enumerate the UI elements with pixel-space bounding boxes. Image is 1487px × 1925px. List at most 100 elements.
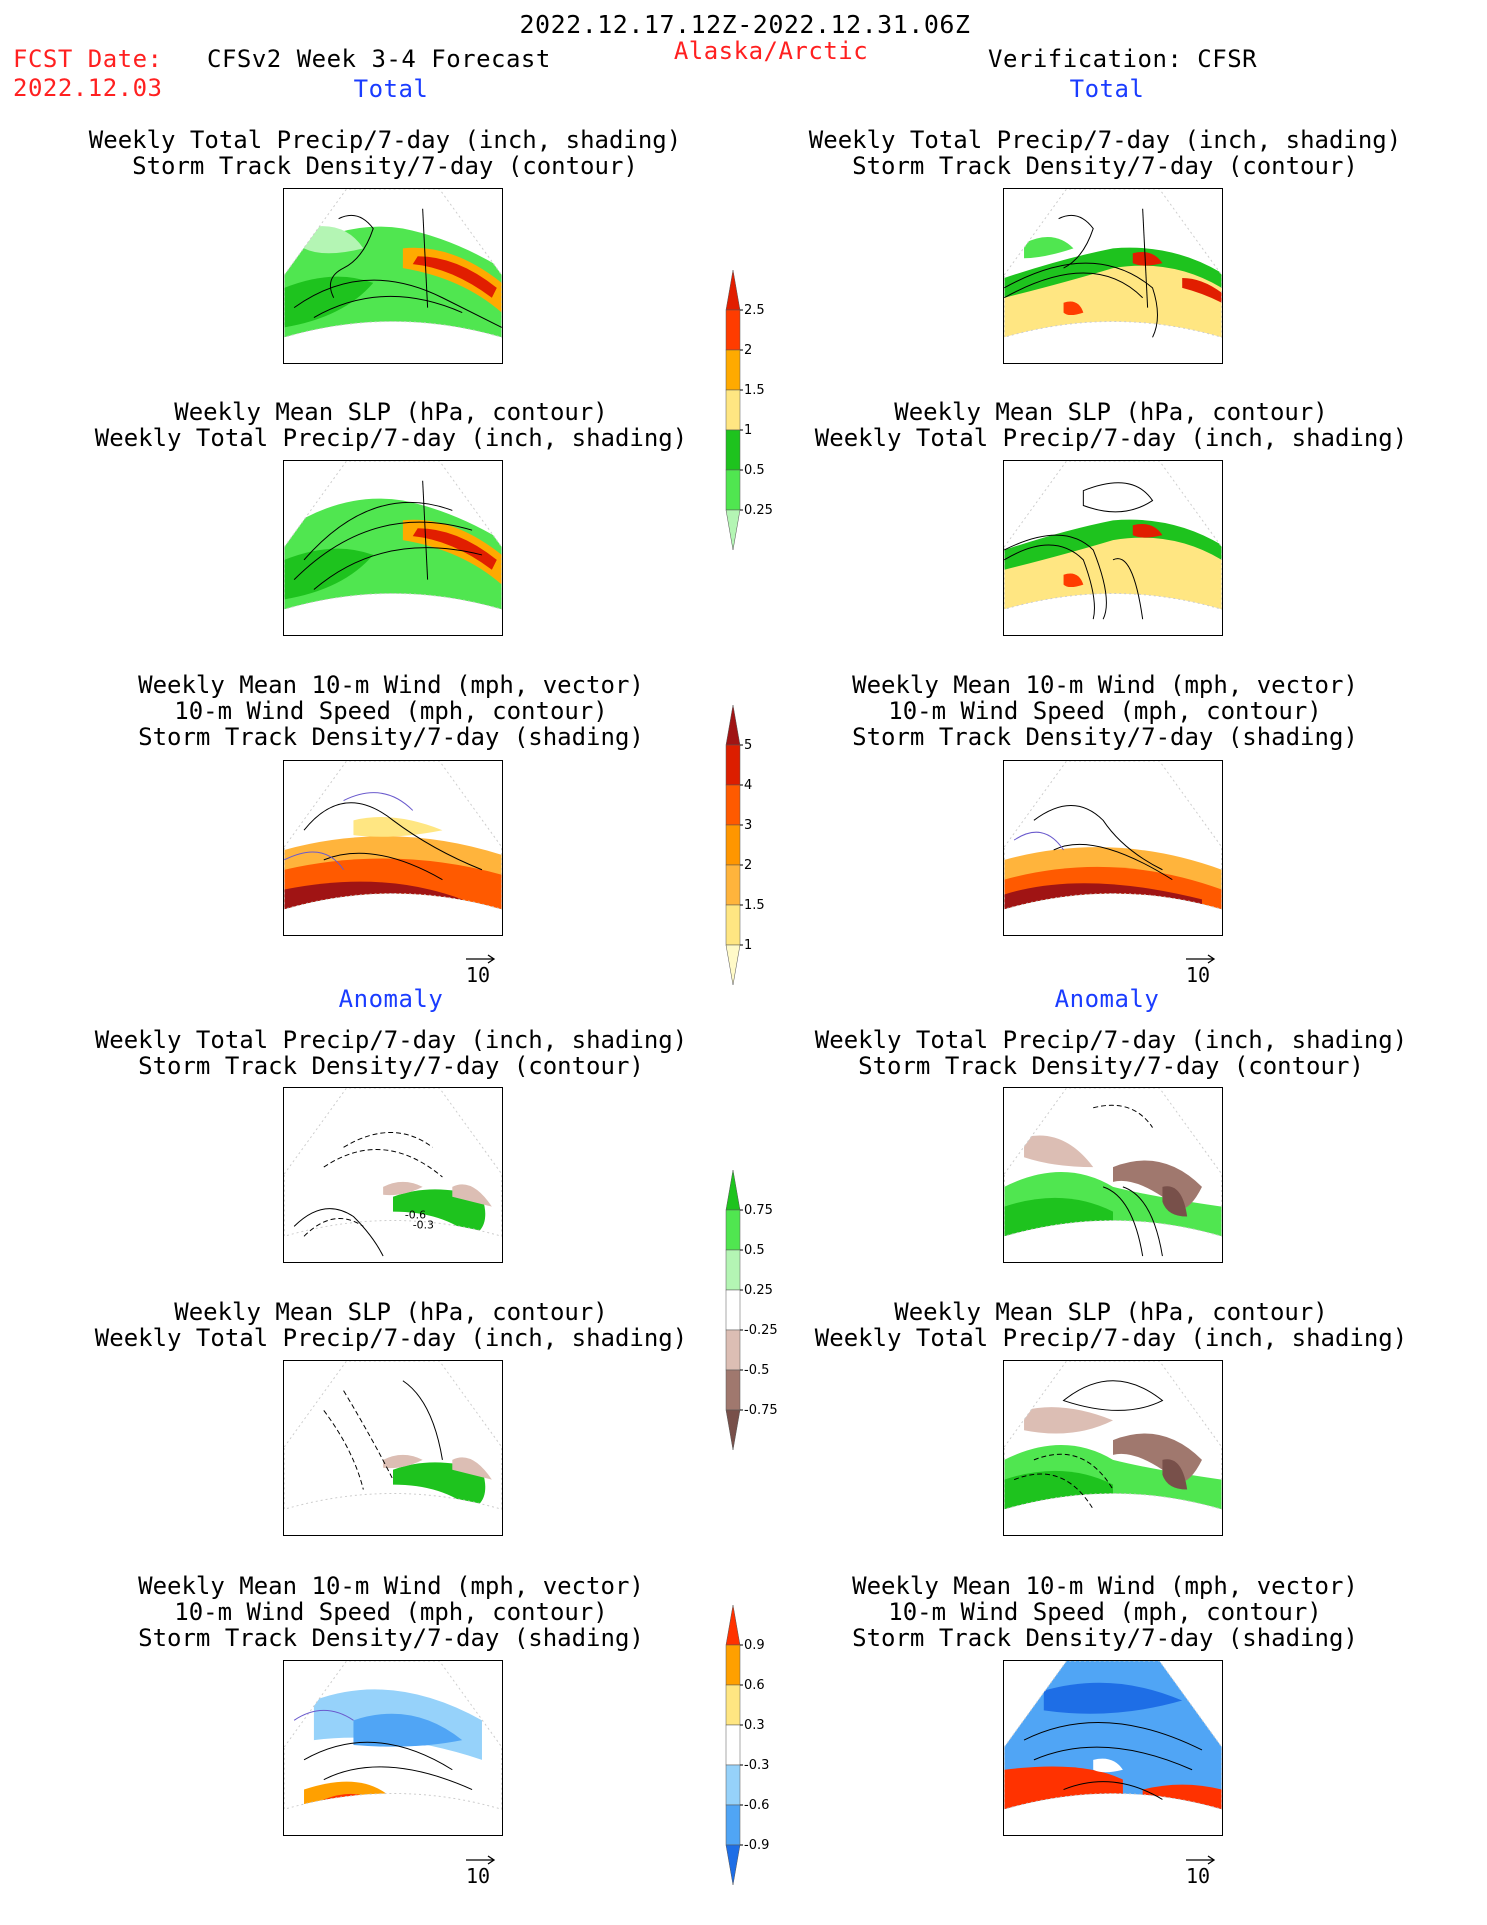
colorbar-swatch <box>725 784 741 826</box>
colorbar-swatch <box>725 429 741 471</box>
colorbar-storm-anomaly: 0.9 0.6 0.3 -0.3 -0.6 -0.9 <box>722 1604 782 1899</box>
title-line: Weekly Mean SLP (hPa, contour) <box>894 398 1328 426</box>
colorbar-swatch <box>725 1249 741 1291</box>
colorbar-tick-label: 2 <box>744 858 752 873</box>
colorbar-swatch <box>725 389 741 431</box>
title-line: Storm Track Density/7-day (shading) <box>852 1624 1358 1652</box>
title-line: Storm Track Density/7-day (contour) <box>858 1052 1364 1080</box>
contour-label: -0.6 <box>405 1209 426 1222</box>
section-total-right: Total <box>1069 75 1145 103</box>
title-line: Weekly Total Precip/7-day (inch, shading… <box>814 424 1408 452</box>
map-anom-wind-storm-verification <box>1003 1660 1223 1836</box>
map-total-precip-storm-forecast <box>283 188 503 364</box>
reference-vector-label: 10 <box>466 963 491 987</box>
arrow-right-icon <box>466 954 496 964</box>
map-total-wind-storm-forecast <box>283 760 503 936</box>
colorbar-swatch <box>725 469 741 511</box>
title-line: Weekly Total Precip/7-day (inch, shading… <box>814 1026 1408 1054</box>
date-range-title: 2022.12.17.12Z-2022.12.31.06Z <box>519 10 971 39</box>
reference-vector-label: 10 <box>1186 963 1211 987</box>
colorbar-swatch <box>725 1169 741 1211</box>
colorbar-tick-label: 2.5 <box>744 303 765 318</box>
colorbar-tick-label: 3 <box>744 818 752 833</box>
arrow-right-icon <box>1186 1855 1216 1865</box>
section-anomaly-left: Anomaly <box>338 985 444 1013</box>
colorbar-swatch <box>725 1604 741 1646</box>
panel-title-l1: Weekly Total Precip/7-day (inch, shading… <box>89 127 681 179</box>
colorbar-swatch <box>725 864 741 906</box>
colorbar-tick-label: 1 <box>744 423 752 438</box>
title-line: 10-m Wind Speed (mph, contour) <box>888 697 1322 725</box>
colorbar-swatch <box>725 309 741 351</box>
colorbar-tick-label: 5 <box>744 738 752 753</box>
title-line: Storm Track Density/7-day (shading) <box>138 723 644 751</box>
section-anomaly-right: Anomaly <box>1054 985 1160 1013</box>
map-total-precip-storm-verification <box>1003 188 1223 364</box>
colorbar-swatch <box>725 1804 741 1846</box>
contour-label: -0.3 <box>413 1218 434 1231</box>
title-line: 10-m Wind Speed (mph, contour) <box>888 1598 1322 1626</box>
map-anom-precip-storm-forecast: -0.6 -0.3 <box>283 1087 503 1263</box>
title-line: Storm Track Density/7-day (shading) <box>138 1624 644 1652</box>
colorbar-precip-anomaly: 0.75 0.5 0.25 -0.25 -0.5 -0.75 <box>722 1169 782 1464</box>
panel-title-l6: Weekly Mean 10-m Wind (mph, vector) 10-m … <box>138 1573 644 1651</box>
title-line: Storm Track Density/7-day (contour) <box>138 1052 644 1080</box>
section-total-left: Total <box>353 75 429 103</box>
colorbar-tick-label: -0.3 <box>744 1758 769 1773</box>
map-anom-wind-storm-forecast <box>283 1660 503 1836</box>
title-line: Weekly Mean 10-m Wind (mph, vector) <box>138 1572 644 1600</box>
colorbar-tick-label: -0.6 <box>744 1798 769 1813</box>
panel-title-l4: Weekly Total Precip/7-day (inch, shading… <box>95 1027 687 1079</box>
colorbar-swatch <box>725 824 741 866</box>
colorbar-swatch <box>725 1724 741 1766</box>
colorbar-swatch <box>725 1844 741 1886</box>
colorbar-tick-label: 1.5 <box>744 898 765 913</box>
colorbar-storm-total: 5 4 3 2 1.5 1 <box>722 704 782 999</box>
colorbar-tick-label: 1 <box>744 938 752 953</box>
panel-title-r3: Weekly Mean 10-m Wind (mph, vector) 10-m … <box>852 672 1358 750</box>
title-line: Storm Track Density/7-day (contour) <box>132 152 638 180</box>
reference-vector-l3: 10 <box>466 954 496 986</box>
reference-vector-l6: 10 <box>466 1855 496 1887</box>
verification-title: Verification: CFSR <box>988 45 1258 73</box>
colorbar-tick-label: 0.6 <box>744 1678 765 1693</box>
colorbar-precip-total: 2.5 2 1.5 1 0.5 0.25 <box>722 269 782 564</box>
reference-vector-label: 10 <box>1186 1864 1211 1888</box>
colorbar-tick-label: -0.25 <box>744 1323 778 1338</box>
title-line: 10-m Wind Speed (mph, contour) <box>174 697 608 725</box>
title-line: Weekly Mean SLP (hPa, contour) <box>894 1298 1328 1326</box>
title-line: Weekly Total Precip/7-day (inch, shading… <box>808 126 1402 154</box>
colorbar-swatch <box>725 1329 741 1371</box>
panel-title-r5: Weekly Mean SLP (hPa, contour) Weekly Tot… <box>815 1299 1407 1351</box>
reference-vector-label: 10 <box>466 1864 491 1888</box>
colorbar-swatch <box>725 904 741 946</box>
panel-title-l5: Weekly Mean SLP (hPa, contour) Weekly Tot… <box>95 1299 687 1351</box>
colorbar-tick-label: 1.5 <box>744 383 765 398</box>
title-line: Weekly Mean SLP (hPa, contour) <box>174 1298 608 1326</box>
title-line: Weekly Mean 10-m Wind (mph, vector) <box>138 671 644 699</box>
colorbar-tick-label: 4 <box>744 778 752 793</box>
reference-vector-r6: 10 <box>1186 1855 1216 1887</box>
title-line: Storm Track Density/7-day (contour) <box>852 152 1358 180</box>
colorbar-swatch <box>725 1684 741 1726</box>
map-anom-slp-precip-forecast <box>283 1360 503 1536</box>
panel-title-r2: Weekly Mean SLP (hPa, contour) Weekly Tot… <box>815 399 1407 451</box>
title-line: Weekly Mean 10-m Wind (mph, vector) <box>852 671 1358 699</box>
title-line: Weekly Total Precip/7-day (inch, shading… <box>88 126 682 154</box>
colorbar-tick-label: 0.5 <box>744 1243 765 1258</box>
panel-title-r6: Weekly Mean 10-m Wind (mph, vector) 10-m … <box>852 1573 1358 1651</box>
map-total-slp-precip-verification <box>1003 460 1223 636</box>
title-line: Weekly Total Precip/7-day (inch, shading… <box>814 1324 1408 1352</box>
colorbar-swatch <box>725 1369 741 1411</box>
colorbar-tick-label: 0.9 <box>744 1638 765 1653</box>
panel-title-r4: Weekly Total Precip/7-day (inch, shading… <box>815 1027 1407 1079</box>
title-line: Weekly Mean 10-m Wind (mph, vector) <box>852 1572 1358 1600</box>
reference-vector-r3: 10 <box>1186 954 1216 986</box>
arrow-right-icon <box>466 1855 496 1865</box>
colorbar-swatch <box>725 744 741 786</box>
colorbar-swatch <box>725 509 741 551</box>
title-line: Weekly Total Precip/7-day (inch, shading… <box>94 1026 688 1054</box>
fcst-date-value: 2022.12.03 <box>13 74 163 102</box>
map-total-slp-precip-forecast <box>283 460 503 636</box>
map-anom-slp-precip-verification <box>1003 1360 1223 1536</box>
